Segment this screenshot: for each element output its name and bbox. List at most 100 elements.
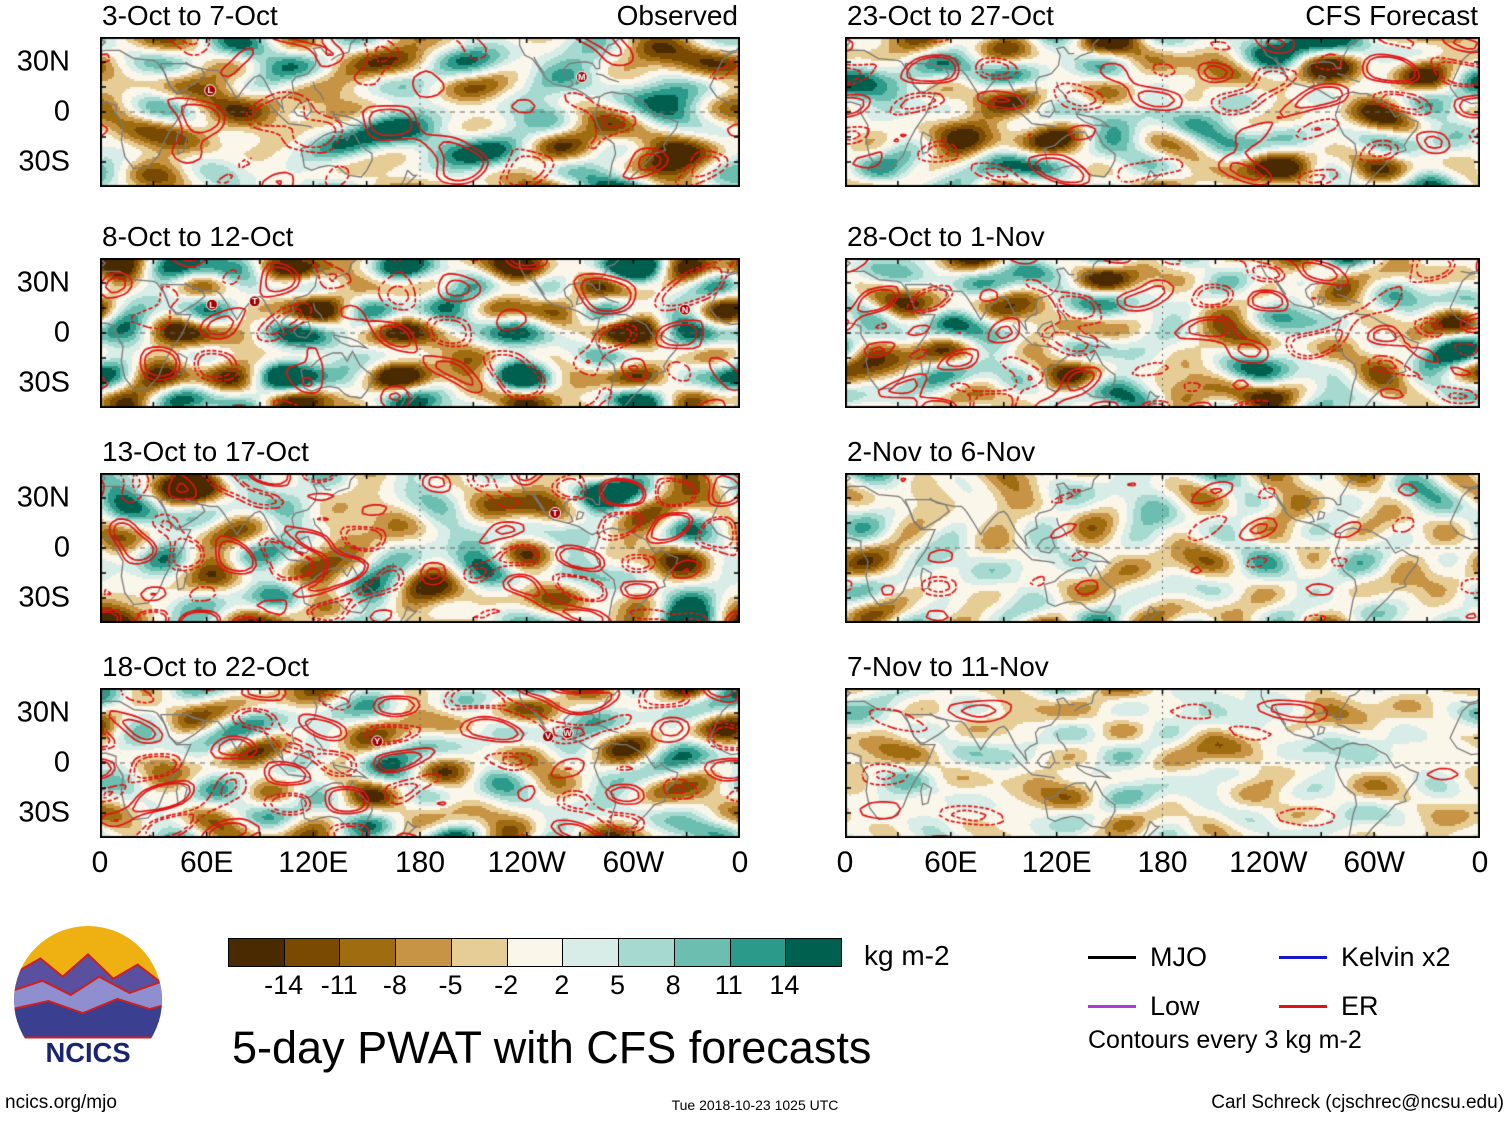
legend-label: Kelvin x2 [1341, 942, 1451, 972]
map-canvas [100, 473, 740, 623]
panel-title: 23-Oct to 27-Oct [847, 0, 1054, 31]
map-panel: 7-Nov to 11-Nov [845, 651, 1480, 838]
x-axis-label: 120E [1021, 846, 1092, 879]
panel-title: 13-Oct to 17-Oct [102, 436, 309, 467]
x-axis-label: 180 [394, 846, 446, 879]
colorbar-segment [619, 939, 675, 966]
legend-item: MJO [1088, 942, 1207, 973]
colorbar-labels: -14 -11 -8 -5 -2 2 5 8 11 14 [228, 970, 840, 1002]
map-canvas [100, 688, 740, 838]
contour-interval-note: Contours every 3 kg m-2 [1088, 1026, 1362, 1054]
colorbar-segment [340, 939, 397, 966]
ncics-logo-text: NCICS [45, 1037, 130, 1068]
map-panel: 13-Oct to 17-Oct 30N 0 30S [17, 436, 740, 623]
legend-line-low [1088, 1005, 1136, 1008]
x-axis: 0 60E 120E 180 120W 60W 0 [92, 846, 749, 888]
colorbar [228, 938, 842, 967]
colorbar-units: kg m-2 [864, 940, 950, 971]
colorbar-segment [396, 939, 452, 966]
legend-line-kelvin-x2 [1279, 956, 1327, 959]
map-panel: 23-Oct to 27-Oct CFS Forecast [845, 0, 1480, 187]
map-canvas [845, 258, 1480, 408]
figure-title: 5-day PWAT with CFS forecasts [232, 1022, 872, 1073]
panel-corner-label: CFS Forecast [1305, 0, 1478, 31]
colorbar-tick-label: -14 [264, 970, 304, 1000]
panel-title: 18-Oct to 22-Oct [102, 651, 309, 682]
map-panel: 3-Oct to 7-Oct Observed 30N 0 30S [17, 0, 740, 187]
y-axis-label: 30S [18, 145, 70, 178]
colorbar-segment [786, 939, 842, 966]
colorbar-tick-label: -2 [494, 970, 519, 1000]
colorbar-segment [451, 939, 508, 966]
y-axis-label: 30N [16, 45, 70, 78]
y-axis-label: 30S [18, 366, 70, 399]
colorbar-tick-label: 8 [665, 970, 681, 1000]
map-panel: 2-Nov to 6-Nov [845, 436, 1480, 623]
map-canvas [845, 688, 1480, 838]
y-axis-label: 30N [16, 696, 70, 729]
map-canvas [100, 37, 740, 187]
colorbar-tick-label: 11 [714, 970, 743, 1000]
legend-item: Kelvin x2 [1279, 942, 1451, 973]
colorbar-segment [507, 939, 564, 966]
colorbar-segment [284, 939, 341, 966]
x-axis-label: 0 [1471, 846, 1489, 879]
legend-label: ER [1341, 991, 1379, 1021]
x-axis-label: 0 [836, 846, 854, 879]
legend-line-mjo [1088, 956, 1136, 959]
legend-item: Low [1088, 991, 1207, 1022]
legend-line-er [1279, 1005, 1327, 1008]
x-axis-label: 60W [1343, 846, 1405, 879]
map-canvas [100, 258, 740, 408]
panel-title: 3-Oct to 7-Oct [102, 0, 278, 31]
timestamp: Tue 2018-10-23 1025 UTC [671, 1097, 839, 1113]
x-axis-label: 60E [179, 846, 234, 879]
map-panel: 8-Oct to 12-Oct 30N 0 30S [17, 221, 740, 408]
panel-title: 8-Oct to 12-Oct [102, 221, 294, 252]
x-axis-label: 120W [1229, 846, 1308, 879]
y-axis-label: 30N [16, 266, 70, 299]
panel-title: 2-Nov to 6-Nov [847, 436, 1036, 467]
y-axis-label: 0 [53, 316, 70, 349]
x-axis-label: 0 [91, 846, 109, 879]
colorbar-tick-label: 14 [769, 970, 800, 1000]
legend-label: Low [1150, 991, 1200, 1021]
y-axis-label: 0 [53, 531, 70, 564]
x-axis: 0 60E 120E 180 120W 60W 0 [837, 846, 1489, 888]
y-axis-label: 0 [53, 746, 70, 779]
colorbar-segment [563, 939, 620, 966]
x-axis-label: 0 [731, 846, 749, 879]
map-canvas [845, 37, 1480, 187]
colorbar-tick-label: -8 [382, 970, 407, 1000]
site-link[interactable]: ncics.org/mjo [5, 1092, 117, 1113]
x-axis-label: 60W [602, 846, 665, 879]
x-axis-label: 60E [924, 846, 978, 879]
colorbar-segment [229, 939, 285, 966]
colorbar-segment [674, 939, 731, 966]
colorbar-segment [730, 939, 787, 966]
panel-title: 7-Nov to 11-Nov [847, 651, 1049, 682]
map-panel: 18-Oct to 22-Oct 30N 0 30S [17, 651, 740, 838]
legend-label: MJO [1150, 942, 1207, 972]
y-axis-label: 30S [18, 581, 70, 614]
x-axis-label: 120W [487, 846, 566, 879]
panel-corner-label: Observed [616, 0, 738, 31]
logo-mountains-front [14, 997, 162, 1039]
x-axis-label: 180 [1137, 846, 1188, 879]
legend-item: ER [1279, 991, 1451, 1022]
legend: MJO Kelvin x2 Low ER [1088, 942, 1451, 1022]
panel-title: 28-Oct to 1-Nov [847, 221, 1045, 252]
credit: Carl Schreck (cjschrec@ncsu.edu) [1211, 1092, 1504, 1113]
colorbar-tick-label: -5 [438, 970, 463, 1000]
map-canvas [845, 473, 1480, 623]
y-axis-label: 0 [53, 95, 70, 128]
colorbar-tick-label: 5 [609, 970, 625, 1000]
x-axis-label: 120E [278, 846, 349, 879]
y-axis-label: 30N [16, 481, 70, 514]
colorbar-tick-label: 2 [554, 970, 570, 1000]
map-panel: 28-Oct to 1-Nov [845, 221, 1480, 408]
y-axis-label: 30S [18, 796, 70, 829]
colorbar-tick-label: -11 [320, 970, 358, 1000]
ncics-logo: NCICS [14, 926, 162, 1074]
